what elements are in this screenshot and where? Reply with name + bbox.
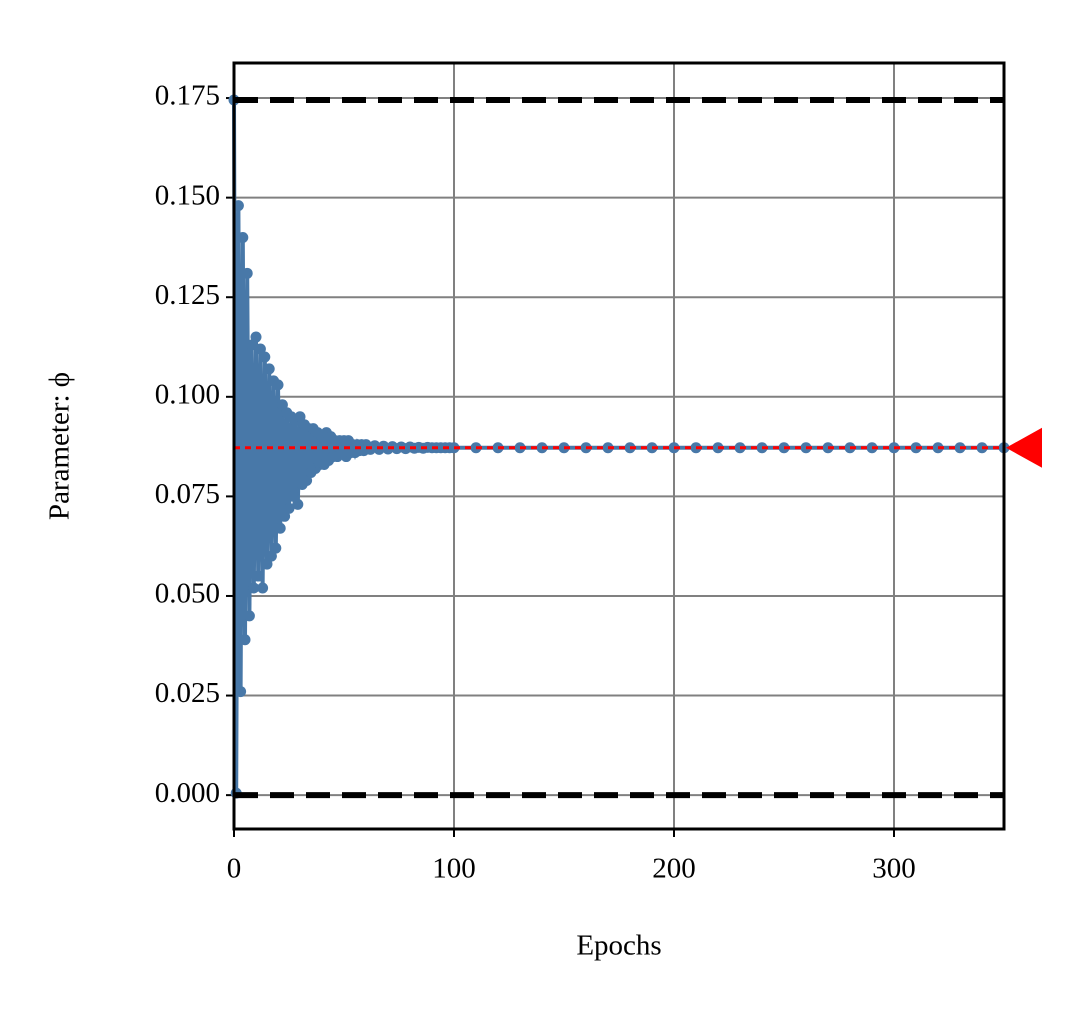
y-tick-label: 0.125 [155, 279, 220, 311]
y-tick-label: 0.000 [155, 777, 220, 809]
data-point [241, 267, 253, 279]
data-point [243, 610, 255, 622]
data-point [252, 570, 264, 582]
data-point [283, 502, 295, 514]
x-tick-label: 200 [652, 853, 696, 885]
y-tick-label: 0.100 [155, 378, 220, 410]
target-marker [1006, 427, 1042, 468]
data-point [237, 231, 249, 243]
plot-frame [232, 61, 1006, 831]
data-point [239, 634, 251, 646]
data-point [274, 522, 286, 534]
data-point [259, 351, 271, 363]
x-tick-label: 0 [227, 853, 242, 885]
x-tick-label: 100 [432, 853, 476, 885]
data-point [292, 498, 304, 510]
data-point [232, 200, 244, 212]
data-point [235, 686, 247, 698]
y-tick-label: 0.175 [155, 80, 220, 112]
data-point [257, 582, 269, 594]
y-tick-label: 0.025 [155, 677, 220, 709]
y-tick-label: 0.150 [155, 179, 220, 211]
y-axis-label: Parameter: ϕ [44, 372, 76, 520]
x-axis-label: Epochs [576, 930, 661, 962]
data-point [250, 331, 262, 343]
y-tick-label: 0.050 [155, 578, 220, 610]
data-point [270, 542, 282, 554]
y-tick-label: 0.075 [155, 478, 220, 510]
data-point [248, 582, 260, 594]
data-point [272, 379, 284, 391]
x-tick-label: 300 [872, 853, 916, 885]
data-point [263, 363, 275, 375]
